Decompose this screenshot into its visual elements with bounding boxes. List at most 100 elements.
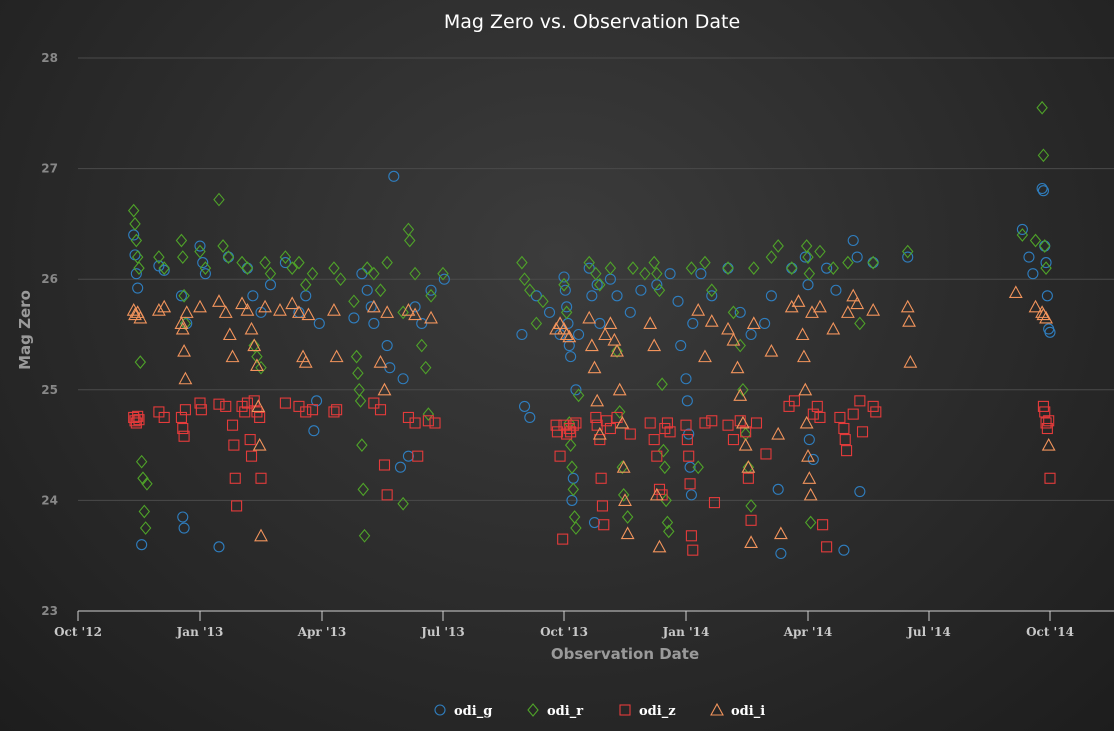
odi_r-point [402, 222, 415, 237]
odi_i-point [1041, 437, 1056, 451]
odi_z-point [557, 533, 569, 545]
odi_r-point [348, 294, 360, 309]
odi_r-point [827, 261, 839, 275]
odi_r-point [236, 255, 248, 270]
odi_r-point [583, 255, 595, 270]
odi_g-point [524, 411, 536, 424]
odi_g-point [902, 251, 914, 263]
odi_g-point [247, 290, 259, 302]
odi_g-point [128, 229, 140, 241]
legend-marker-odi_z [619, 704, 631, 716]
odi_z-point [550, 419, 562, 431]
odi_z-point [624, 428, 636, 440]
legend-label-odi_r[interactable]: odi_r [547, 704, 583, 719]
odi_r-point [524, 283, 536, 298]
odi_z-point [854, 395, 866, 407]
x-tick-label: Oct '14 [1026, 625, 1074, 639]
x-axis: Oct '12 Jan '13 Apr '13 Jul '13 Oct '13 Jan '… [54, 610, 1114, 639]
odi_g-point [680, 373, 692, 385]
odi_r-point [590, 266, 602, 281]
odi_g-point [563, 340, 575, 352]
odi_r-point [566, 460, 578, 475]
odi_g-point [594, 317, 606, 329]
legend-label-odi_g[interactable]: odi_g [454, 704, 492, 719]
odi_i-point [721, 321, 735, 335]
odi_r-point [416, 338, 428, 353]
odi_g-point [1016, 223, 1028, 235]
odi_g-point [624, 306, 636, 318]
odi_g-point [559, 284, 571, 296]
odi_r-point [251, 349, 263, 364]
odi_r-point [786, 261, 798, 275]
odi_z-point [130, 417, 142, 429]
odi_i-point [741, 460, 756, 473]
odi_r-point [564, 438, 577, 452]
odi_r-point [699, 255, 711, 270]
odi_z-point [132, 410, 144, 422]
odi_i-point [175, 321, 190, 335]
odi_z-point [129, 415, 141, 427]
odi_i-point [803, 487, 818, 501]
odi_r-point [129, 217, 141, 231]
odi_g-point [734, 306, 746, 318]
odi_i-point [177, 343, 192, 357]
odi_g-point [1041, 290, 1053, 302]
odi_z-point [409, 417, 421, 429]
odi_g-point [591, 279, 603, 291]
odi_i-point [327, 303, 341, 316]
odi_z-point [1039, 406, 1051, 418]
odi_i-point [377, 382, 392, 396]
odi_r-point [530, 316, 543, 331]
odi_z-point [226, 419, 239, 431]
odi_r-point [651, 266, 663, 281]
odi_z-point [1041, 422, 1053, 435]
odi_r-point [663, 524, 675, 539]
odi_z-point [306, 404, 319, 416]
odi_r-point [1039, 239, 1051, 253]
odi_g-point [132, 282, 144, 294]
odi_r-point [175, 233, 188, 248]
odi_z-point [178, 430, 190, 442]
odi_r-point [657, 443, 670, 458]
odi_g-point [759, 317, 771, 329]
y-tick-label: 26 [41, 272, 58, 286]
odi_i-point [764, 343, 779, 357]
odi_r-point [134, 355, 147, 370]
odi_r-point [659, 460, 671, 475]
odi_i-point [846, 288, 861, 302]
odi_r-point [179, 316, 192, 331]
odi_z-point [412, 450, 424, 462]
odi_r-point [1036, 100, 1048, 115]
odi_i-point [616, 460, 631, 473]
odi_i-point [799, 415, 814, 429]
odi_i-point [850, 296, 865, 310]
odi_r-point [727, 305, 740, 320]
odi_i-point [562, 329, 577, 343]
y-tick-label: 27 [41, 162, 58, 176]
odi_i-point [598, 327, 613, 341]
y-axis-ticks: 23 24 25 26 27 28 [41, 51, 58, 618]
odi_i-point [746, 316, 761, 329]
odi_i-point [801, 449, 815, 462]
odi_r-point [842, 255, 854, 270]
odi_g-point [830, 284, 842, 296]
odi_z-point [821, 541, 833, 553]
odi_z-point [158, 411, 170, 424]
odi_z-point [722, 419, 734, 431]
odi_g-point [264, 279, 277, 291]
odi_r-point [350, 349, 363, 364]
odi_g-point [561, 301, 573, 313]
odi_r-point [722, 261, 734, 275]
odi_r-point [397, 305, 409, 320]
odi_i-point [254, 528, 268, 542]
odi_g-point [821, 262, 833, 274]
odi_i-point [553, 316, 567, 329]
odi_z-point [834, 411, 846, 424]
legend-label-odi_i[interactable]: odi_i [731, 704, 765, 719]
odi_r-point [745, 499, 757, 513]
odi_g-point [570, 384, 582, 396]
odi_i-point [128, 307, 142, 321]
legend-label-odi_z[interactable]: odi_z [639, 704, 676, 719]
odi_i-point [698, 349, 712, 363]
odi_z-point [551, 426, 563, 438]
